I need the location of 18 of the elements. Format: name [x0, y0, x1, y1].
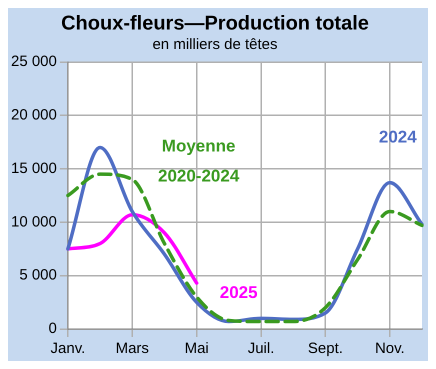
x-tick-label: Nov. [374, 340, 405, 358]
y-tick-label: 20 000 [10, 106, 57, 124]
x-tick-label: Mai [184, 340, 209, 358]
y-tick-label: 25 000 [10, 53, 57, 70]
series-label: 2025 [220, 282, 258, 302]
chart-title: Choux-fleurs—Production totale [61, 12, 369, 35]
y-tick-label: 10 000 [10, 213, 57, 230]
x-tick-label: Juil. [248, 340, 274, 358]
series-label: Moyenne 2020-2024 [158, 136, 240, 186]
x-tick-label: Mars [116, 340, 149, 358]
y-tick-label: 5 000 [19, 266, 57, 284]
line-series [66, 212, 198, 285]
y-tick-label: 15 000 [10, 160, 57, 177]
x-tick-label: Janv. [50, 340, 86, 358]
x-tick-label: Sept. [308, 340, 343, 358]
chart-subtitle: en milliers de têtes [152, 36, 278, 54]
y-tick-label: 0 [48, 320, 57, 338]
text: 2024 [378, 127, 418, 146]
